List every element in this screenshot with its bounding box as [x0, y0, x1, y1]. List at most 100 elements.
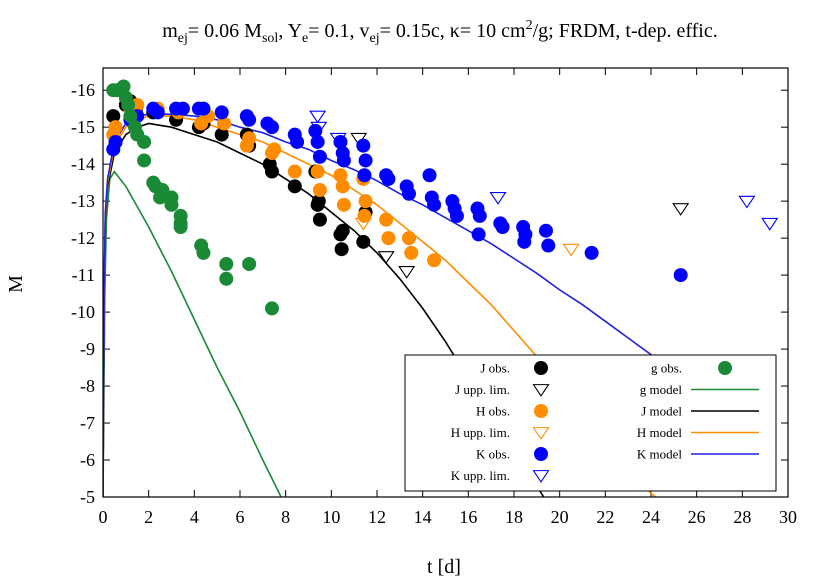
y-tick-label: -5: [80, 487, 95, 507]
g-model-line: [103, 170, 282, 497]
g-obs-point: [264, 301, 279, 316]
legend-label: K upp. lim.: [451, 468, 510, 483]
plot-frame: [102, 67, 789, 498]
y-tick-label: -9: [80, 339, 95, 359]
j-obs-point: [312, 212, 327, 227]
legend-symbol-triangle: [532, 427, 550, 440]
legend-symbol-dot: [534, 447, 548, 461]
h-obs-point: [267, 142, 282, 157]
y-tick-label: -13: [71, 191, 95, 211]
x-tick-label: 26: [688, 507, 706, 527]
k-obs-point: [471, 227, 486, 242]
legend: J obs. J upp. lim. H obs. H upp. lim. K obs.…: [404, 354, 777, 492]
y-tick-label: -8: [80, 376, 95, 396]
legend-symbol-triangle: [532, 384, 550, 397]
k-obs-point: [214, 105, 229, 120]
g-obs-point: [173, 220, 188, 235]
k-upper-limit-marker: [761, 217, 779, 231]
g-obs-point: [137, 134, 152, 149]
y-tick-label: -12: [71, 228, 95, 248]
y-tick-label: -15: [71, 117, 95, 137]
h-obs-point: [401, 231, 416, 246]
j-obs-point: [106, 109, 121, 124]
x-tick-label: 0: [99, 507, 108, 527]
j-upper-limit-marker: [377, 251, 395, 264]
g-obs-point: [219, 271, 234, 286]
h-obs-point: [379, 212, 394, 227]
j-upper-limit-marker: [672, 203, 690, 216]
legend-symbol-triangle: [532, 470, 550, 483]
y-tick-label: -7: [80, 413, 95, 433]
chart-title: mej= 0.06 Msol, Ye= 0.1, vej= 0.15c, κ= …: [162, 18, 718, 46]
legend-label: J obs.: [480, 361, 510, 376]
j-obs-point: [264, 164, 279, 179]
x-tick-label: 22: [596, 507, 614, 527]
h-upper-limit-marker: [562, 243, 580, 257]
k-upper-limit-marker: [738, 195, 756, 209]
j-obs-point: [335, 223, 350, 238]
h-obs-point: [310, 164, 325, 179]
k-obs-point: [673, 268, 688, 283]
k-obs-point: [242, 112, 257, 127]
j-upper-limit-marker: [398, 265, 416, 279]
k-obs-point: [517, 234, 532, 249]
h-obs-point: [217, 116, 232, 131]
legend-label: g obs.: [651, 361, 682, 376]
k-obs-point: [264, 120, 279, 135]
x-tick-label: 6: [236, 507, 245, 527]
g-obs-point: [116, 79, 131, 94]
g-obs-point: [219, 257, 234, 272]
k-obs-point: [175, 101, 190, 116]
k-obs-point: [401, 186, 416, 201]
k-obs-point: [196, 101, 211, 116]
y-tick-label: -16: [71, 80, 95, 100]
k-obs-point: [290, 134, 305, 149]
x-tick-label: 28: [733, 507, 751, 527]
legend-symbol-dot: [534, 404, 548, 418]
g-obs-point: [137, 153, 152, 168]
h-obs-point: [335, 179, 350, 194]
k-obs-point: [357, 168, 372, 183]
k-obs-point: [472, 208, 487, 223]
k-upper-limit-marker: [309, 110, 327, 124]
y-tick-label: -6: [80, 450, 95, 470]
k-obs-point: [422, 168, 437, 183]
k-obs-point: [312, 149, 327, 164]
x-tick-label: 8: [281, 507, 290, 527]
y-axis-label: M: [5, 275, 27, 293]
g-obs-point: [123, 109, 138, 124]
k-obs-point: [495, 220, 510, 235]
observation-markers: [106, 79, 779, 316]
h-obs-point: [108, 120, 123, 135]
x-tick-label: 18: [505, 507, 523, 527]
legend-label: J upp. lim.: [455, 382, 510, 397]
k-obs-point: [108, 134, 123, 149]
h-obs-point: [242, 131, 257, 146]
legend-label: J model: [641, 404, 682, 419]
k-upper-limit-marker: [329, 132, 347, 146]
y-tick-label: -14: [71, 154, 95, 174]
legend-label: H obs.: [476, 404, 510, 419]
legend-label: g model: [640, 382, 683, 397]
h-obs-point: [404, 245, 419, 260]
axis-ticks: 0 2 4 6 8 10 12 14 16 18 20 22 24 26 28 30-16-15-14-13-…: [71, 68, 797, 527]
h-obs-point: [357, 208, 372, 223]
x-tick-label: 14: [414, 507, 432, 527]
legend-box: [404, 354, 777, 492]
g-obs-point: [164, 197, 179, 212]
k-obs-point: [358, 153, 373, 168]
legend-label: H model: [637, 425, 683, 440]
h-obs-point: [333, 168, 348, 183]
k-obs-point: [356, 138, 371, 153]
legend-label: H upp. lim.: [451, 425, 510, 440]
k-upper-limit-marker: [489, 192, 507, 205]
k-obs-point: [541, 238, 556, 253]
x-axis-label: t [d]: [427, 556, 461, 578]
k-obs-point: [381, 171, 396, 186]
k-obs-point: [538, 223, 553, 238]
h-upper-limit-marker: [354, 217, 372, 231]
h-obs-point: [336, 197, 351, 212]
x-tick-label: 24: [642, 507, 660, 527]
legend-symbol-dot: [718, 361, 732, 375]
